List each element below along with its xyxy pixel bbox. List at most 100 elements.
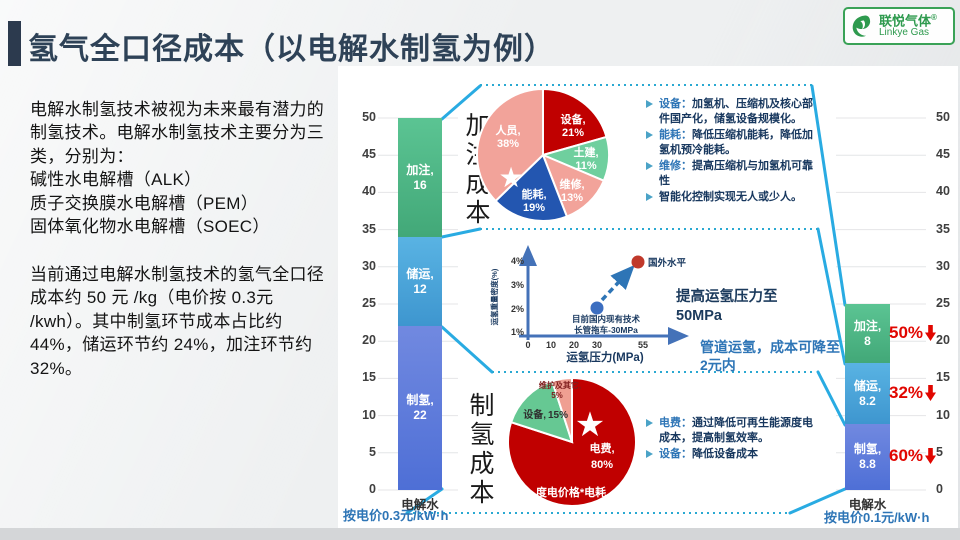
svg-text:20: 20 — [569, 340, 579, 350]
y-tick: 15 — [362, 370, 376, 384]
bullet-item: 智能化控制实现无人或少人。 — [646, 190, 818, 205]
down-arrow-icon — [925, 385, 937, 401]
scatter-y-label: 运氢重量密度(%) — [489, 268, 499, 325]
drop-production: 60% — [889, 446, 939, 466]
refueling-cost-pie: 设备, 21% 土建, 11% 维修, 13% 能耗, 19% 人员, 38% … — [476, 87, 610, 222]
y-tick: 50 — [362, 110, 376, 124]
logo-text: 联悦气体® Linkye Gas — [879, 13, 937, 38]
bullet-text: 提高压缩机与加氢机可靠性 — [659, 160, 813, 187]
slice-label: 电费, — [589, 441, 614, 455]
svg-text:1%: 1% — [511, 327, 524, 337]
bullet-item: 设备：加氢机、压缩机及核心部件国产化，储氢设备规模化。 — [646, 97, 818, 126]
slice-pct: 80% — [591, 459, 613, 471]
y-tick: 45 — [936, 147, 950, 161]
slice-label: 维护及其它, — [539, 380, 581, 390]
slice-pct: 15% — [548, 410, 568, 421]
arrow-bullet-icon — [646, 419, 653, 427]
segment-label: 加注, — [853, 318, 882, 333]
arrow-bullet-icon — [646, 100, 653, 108]
pie-slices — [476, 87, 610, 222]
electrolyzer-types: 碱性水电解槽（ALK） 质子交换膜水电解槽（PEM） 固体氧化物水电解槽（SOE… — [30, 168, 338, 238]
svg-text:55: 55 — [638, 340, 648, 350]
title-accent-bar — [8, 21, 21, 66]
pressure-note-line2: 50MPa — [676, 307, 722, 324]
bar-segment-refueling: 加注, 8 — [845, 304, 890, 363]
pressure-note-line1: 提高运氢压力至 — [676, 289, 778, 305]
type-alk: 碱性水电解槽（ALK） — [30, 170, 202, 190]
left-chart-caption: 按电价0.3元/kW·h — [343, 508, 449, 523]
y-tick: 0 — [369, 482, 376, 496]
y-tick: 35 — [362, 222, 376, 236]
foreign-point — [631, 255, 645, 269]
drop-percent: 60% — [889, 446, 924, 465]
y-tick: 20 — [936, 333, 950, 347]
segment-value: 12 — [413, 281, 427, 296]
pressure-note: 提高运氢压力至 50MPa — [676, 288, 778, 326]
trend-arrow — [600, 264, 635, 302]
y-tick: 50 — [936, 110, 950, 124]
segment-value: 8 — [864, 333, 871, 348]
arrow-bullet-icon — [646, 162, 653, 171]
bar-segment-storage: 储运, 8.2 — [845, 363, 890, 424]
type-soec: 固体氧化物水电解槽（SOEC） — [30, 217, 270, 237]
scatter-ticks: 4% 3% 2% 1% 0 10 20 30 55 — [511, 256, 648, 350]
intro-text: 电解水制氢技术被视为未来最有潜力的制氢技术。电解水制氢技术主要分为三类，分别为：… — [30, 98, 338, 380]
bullet-item: 能耗：降低压缩机能耗，降低加氢机预冷能耗。 — [646, 128, 818, 157]
star-icon: ★ — [575, 406, 605, 444]
bullet-term: 能耗： — [659, 129, 692, 142]
panel3-bullets: 电费：通过降低可再生能源度电成本，提高制氢效率。 设备：降低设备成本 — [646, 416, 818, 464]
bullet-item: 维修：提高压缩机与加氢机可靠性 — [646, 159, 818, 188]
bullet-text: 智能化控制实现无人或少人。 — [659, 191, 802, 204]
svg-text:30: 30 — [592, 340, 602, 350]
y-tick: 15 — [936, 370, 950, 384]
bar-segment-storage: 储运, 12 — [398, 237, 442, 326]
svg-text:4%: 4% — [511, 256, 524, 266]
slice-label: 设备, — [523, 408, 546, 421]
arrow-bullet-icon — [646, 131, 653, 140]
slice-label: 人员, — [495, 123, 520, 137]
domestic-point-label: 长管拖车-30MPa — [574, 325, 638, 335]
segment-value: 8.2 — [859, 393, 876, 408]
drop-percent: 32% — [889, 383, 924, 402]
svg-text:0: 0 — [525, 340, 530, 350]
segment-label: 制氢, — [406, 393, 434, 407]
down-arrow-icon — [925, 325, 937, 341]
y-tick: 40 — [936, 184, 950, 198]
company-logo: 联悦气体® Linkye Gas — [843, 7, 955, 45]
svg-text:3%: 3% — [511, 280, 524, 290]
star-icon: ★ — [498, 162, 523, 193]
type-pem: 质子交换膜水电解槽（PEM） — [30, 193, 259, 213]
bullet-text: 降低设备成本 — [692, 448, 758, 461]
slice-pct: 13% — [561, 192, 583, 204]
segment-label: 加注, — [406, 162, 434, 177]
slice-label: 土建, — [573, 145, 598, 159]
bullet-term: 维修： — [659, 160, 692, 173]
down-arrow-icon — [925, 448, 937, 464]
bullet-term: 设备： — [659, 448, 692, 461]
bullet-item: 电费：通过降低可再生能源度电成本，提高制氢效率。 — [646, 416, 818, 445]
drop-percent: 50% — [889, 323, 924, 342]
bullet-text: 加氢机、压缩机及核心部件国产化，储氢设备规模化。 — [659, 98, 813, 125]
y-tick: 25 — [936, 296, 950, 310]
pipeline-note: 管道运氢，成本可降至2元内 — [700, 339, 840, 374]
y-tick: 5 — [936, 445, 943, 459]
right-chart-caption: 按电价0.1元/kW·h — [824, 510, 930, 525]
page-title: 氢气全口径成本（以电解水制氢为例） — [28, 33, 555, 66]
slice-pct: 5% — [551, 391, 563, 400]
right-chart-x-label: 电解水 — [848, 498, 887, 512]
svg-text:2%: 2% — [511, 304, 524, 314]
arrow-bullet-icon — [646, 193, 653, 202]
logo-name-cn: 联悦气体 — [879, 13, 932, 29]
drop-storage: 32% — [889, 383, 939, 403]
slice-pct: 19% — [523, 202, 545, 214]
bar-segment-production: 制氢, 22 — [398, 326, 442, 490]
logo-swirl-icon — [852, 15, 871, 37]
y-tick: 35 — [936, 222, 950, 236]
y-tick: 10 — [936, 408, 950, 422]
bullet-text: 降低压缩机能耗，降低加氢机预冷能耗。 — [659, 129, 813, 156]
left-stacked-bar: 加注, 16 储运, 12 制氢, 22 — [398, 118, 442, 490]
bar-segment-production: 制氢, 8.8 — [845, 424, 890, 490]
slice-label: 维修, — [559, 177, 584, 191]
domestic-point — [590, 301, 604, 315]
intro-paragraph-2: 当前通过电解水制氢技术的氢气全口径成本约 50 元 /kg（电价按 0.3元 /… — [30, 264, 325, 378]
